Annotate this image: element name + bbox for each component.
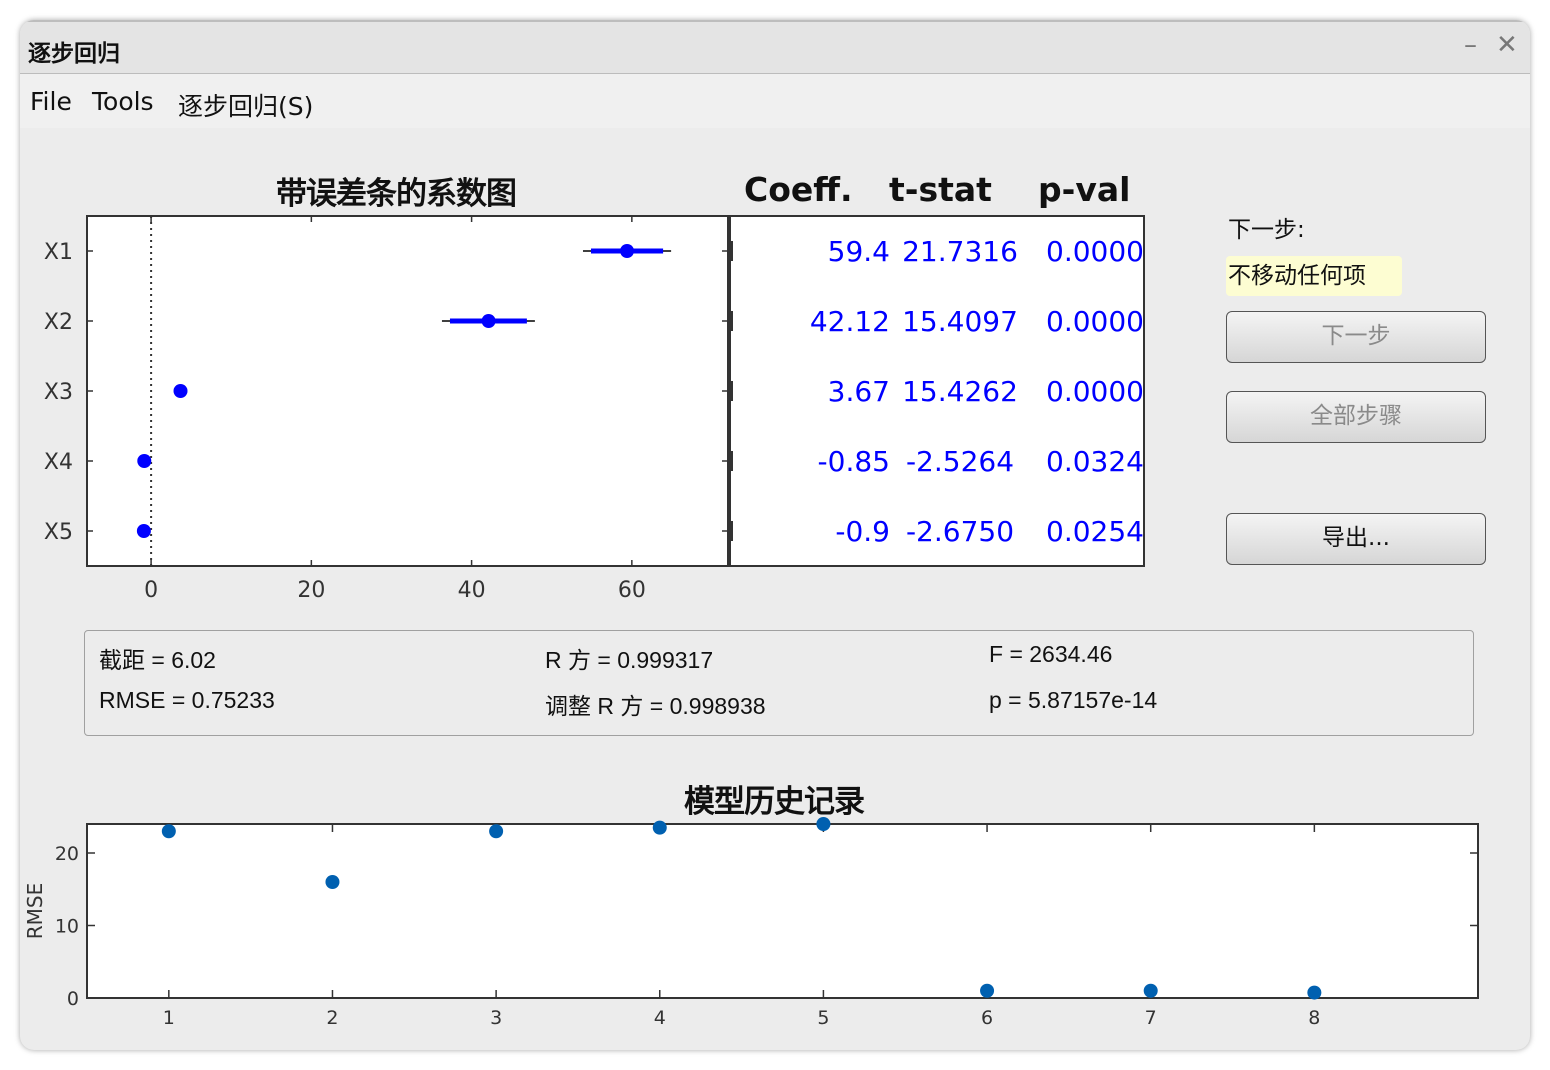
- history-point: [652, 820, 667, 835]
- menu-bar: File Tools 逐步回归(S): [20, 74, 1530, 128]
- tstat-value: 21.7316: [902, 235, 1018, 268]
- history-plot: 1 2 3 4 5 6 7 8 0 10 20 RMSE: [23, 817, 1479, 1029]
- pval-value: 0.0324: [1046, 445, 1144, 478]
- term-label-x1: X1: [44, 240, 73, 265]
- history-x-tick-label: 2: [326, 1007, 338, 1029]
- coeff-value: 42.12: [810, 305, 890, 338]
- history-point: [980, 983, 995, 998]
- stepwise-window: 逐步回归 – ✕ File Tools 逐步回归(S) 带误差条的系数图 0 20…: [20, 20, 1530, 1050]
- adj-rsquare-stat: 调整 R 方 = 0.998938: [545, 693, 766, 719]
- coef-table: 59.4 21.7316 0.0000 42.12 15.4097 0.0000 3.67 1…: [729, 215, 1145, 567]
- history-plot-title: 模型历史记录: [684, 784, 865, 820]
- minimize-icon[interactable]: –: [1464, 30, 1477, 60]
- history-x-tick-label: 1: [163, 1007, 175, 1029]
- close-icon[interactable]: ✕: [1496, 30, 1518, 60]
- term-label-x4: X4: [44, 450, 73, 475]
- next-step-value: 不移动任何项: [1226, 256, 1402, 296]
- rmse-stat: RMSE = 0.75233: [99, 687, 275, 713]
- tstat-value: -2.5264: [906, 445, 1014, 478]
- history-y-axis-label: RMSE: [23, 883, 47, 939]
- history-point: [1307, 985, 1322, 1000]
- tstat-value: 15.4097: [902, 305, 1018, 338]
- coeff-value: 59.4: [828, 235, 890, 268]
- coef-point-x5: [136, 524, 151, 538]
- history-x-tick-label: 5: [817, 1007, 829, 1029]
- coef-x-tick-label: 20: [297, 578, 325, 603]
- menu-file[interactable]: File: [30, 87, 72, 116]
- history-point: [325, 875, 340, 889]
- coeff-value: 3.67: [828, 375, 890, 408]
- pval-value: 0.0000: [1046, 375, 1144, 408]
- history-y-tick-label: 20: [55, 843, 79, 865]
- coef-plot-title: 带误差条的系数图: [276, 176, 517, 212]
- history-x-tick-label: 8: [1308, 1007, 1320, 1029]
- term-label-x2: X2: [44, 310, 73, 335]
- coef-x-tick-label: 40: [458, 578, 486, 603]
- next-step-button[interactable]: 下一步: [1226, 311, 1486, 363]
- coef-x-tick-label: 60: [618, 578, 646, 603]
- coeff-value: -0.85: [818, 445, 890, 478]
- history-x-tick-label: 4: [654, 1007, 666, 1029]
- pval-value: 0.0000: [1046, 235, 1144, 268]
- history-x-tick-label: 6: [981, 1007, 993, 1029]
- rsquare-stat: R 方 = 0.999317: [545, 647, 714, 673]
- term-label-x3: X3: [44, 380, 73, 405]
- export-button[interactable]: 导出...: [1226, 513, 1486, 565]
- pval-value: 0.0000: [1046, 305, 1144, 338]
- history-x-tick-label: 3: [490, 1007, 502, 1029]
- p-value-stat: p = 5.87157e-14: [989, 687, 1158, 713]
- window-title: 逐步回归: [28, 41, 120, 67]
- history-x-tick-label: 7: [1145, 1007, 1157, 1029]
- next-step-label: 下一步:: [1228, 217, 1305, 243]
- coef-table-frame: [729, 215, 1145, 567]
- history-point: [161, 824, 176, 839]
- table-header-tstat: t-stat: [889, 170, 992, 209]
- title-bar: 逐步回归 – ✕: [20, 20, 1530, 74]
- coef-point-x4: [137, 454, 152, 468]
- menu-tools[interactable]: Tools: [92, 87, 154, 116]
- history-point: [1143, 983, 1158, 998]
- stats-panel: 截距 = 6.02 R 方 = 0.999317 F = 2634.46 RMS…: [84, 630, 1474, 736]
- pval-value: 0.0254: [1046, 515, 1144, 548]
- coeff-value: -0.9: [835, 515, 890, 548]
- all-steps-button[interactable]: 全部步骤: [1226, 391, 1486, 443]
- intercept-stat: 截距 = 6.02: [99, 647, 216, 673]
- history-axes-frame: [86, 823, 1479, 999]
- history-point: [489, 824, 504, 839]
- coef-point-x2: [481, 314, 496, 328]
- coef-point-x3: [173, 384, 188, 398]
- history-y-tick-label: 0: [67, 988, 79, 1010]
- tstat-value: 15.4262: [902, 375, 1018, 408]
- menu-stepwise[interactable]: 逐步回归(S): [178, 92, 314, 121]
- table-header-pval: p-val: [1038, 170, 1131, 209]
- coef-plot: 0 20 40 60 X1 X2 X3 X4 X5: [44, 215, 729, 603]
- history-point: [816, 817, 831, 831]
- coef-x-tick-label: 0: [144, 578, 158, 603]
- tstat-value: -2.6750: [906, 515, 1014, 548]
- coef-point-x1: [620, 244, 635, 258]
- coef-axes-frame: [86, 215, 729, 567]
- f-stat: F = 2634.46: [989, 641, 1113, 667]
- history-y-tick-label: 10: [55, 916, 79, 938]
- term-label-x5: X5: [44, 520, 73, 545]
- table-header-coeff: Coeff.: [744, 170, 853, 209]
